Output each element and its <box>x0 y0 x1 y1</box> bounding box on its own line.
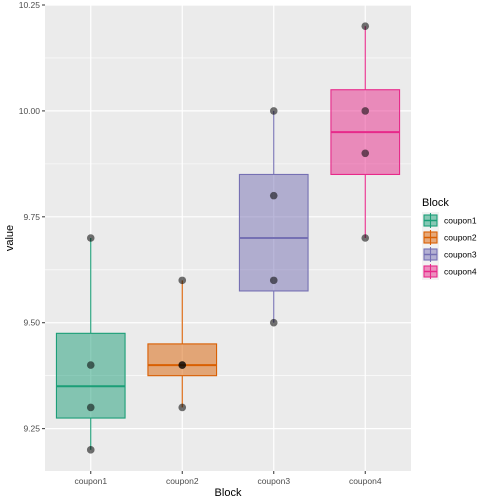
y-tick-label: 9.75 <box>23 212 40 222</box>
data-point <box>86 234 95 242</box>
legend-item-coupon1: coupon1 <box>422 212 477 229</box>
data-point <box>361 149 370 158</box>
box-body <box>147 343 218 377</box>
y-tick-label: 10.25 <box>19 0 41 10</box>
data-point <box>178 361 187 369</box>
data-point <box>361 234 370 242</box>
x-tick-label: coupon1 <box>74 476 107 486</box>
legend: Block coupon1 coupon2 coupon3 coupon4 <box>422 197 477 280</box>
data-point <box>361 107 370 115</box>
legend-item-coupon2: coupon2 <box>422 229 477 246</box>
x-axis-title: Block <box>215 487 242 499</box>
data-point <box>178 403 187 412</box>
data-point <box>269 276 278 285</box>
legend-label: coupon4 <box>444 267 477 277</box>
data-point <box>269 318 278 327</box>
legend-label: coupon1 <box>444 216 477 226</box>
y-axis: 9.25 9.50 9.75 10.00 10.25 <box>19 0 45 434</box>
data-point <box>86 446 95 454</box>
x-tick-label: coupon4 <box>349 476 382 486</box>
data-point <box>86 361 95 369</box>
x-axis: coupon1 coupon2 coupon3 coupon4 <box>74 471 382 486</box>
legend-item-coupon4: coupon4 <box>422 263 477 280</box>
data-point <box>86 403 95 412</box>
legend-label: coupon2 <box>444 233 477 243</box>
legend-label: coupon3 <box>444 250 477 260</box>
y-tick-label: 9.50 <box>23 318 40 328</box>
x-tick-label: coupon3 <box>257 476 290 486</box>
legend-title: Block <box>422 197 449 209</box>
data-point <box>178 276 187 285</box>
boxes <box>55 26 401 450</box>
x-tick-label: coupon2 <box>166 476 199 486</box>
y-tick-label: 10.00 <box>19 106 41 116</box>
data-points <box>86 22 370 454</box>
data-point <box>269 107 278 115</box>
data-point <box>269 191 278 200</box>
data-point <box>361 22 370 30</box>
y-tick-label: 9.25 <box>23 424 40 434</box>
y-axis-title: value <box>4 225 16 251</box>
box-coupon4 <box>330 26 401 238</box>
legend-item-coupon3: coupon3 <box>422 246 477 263</box>
